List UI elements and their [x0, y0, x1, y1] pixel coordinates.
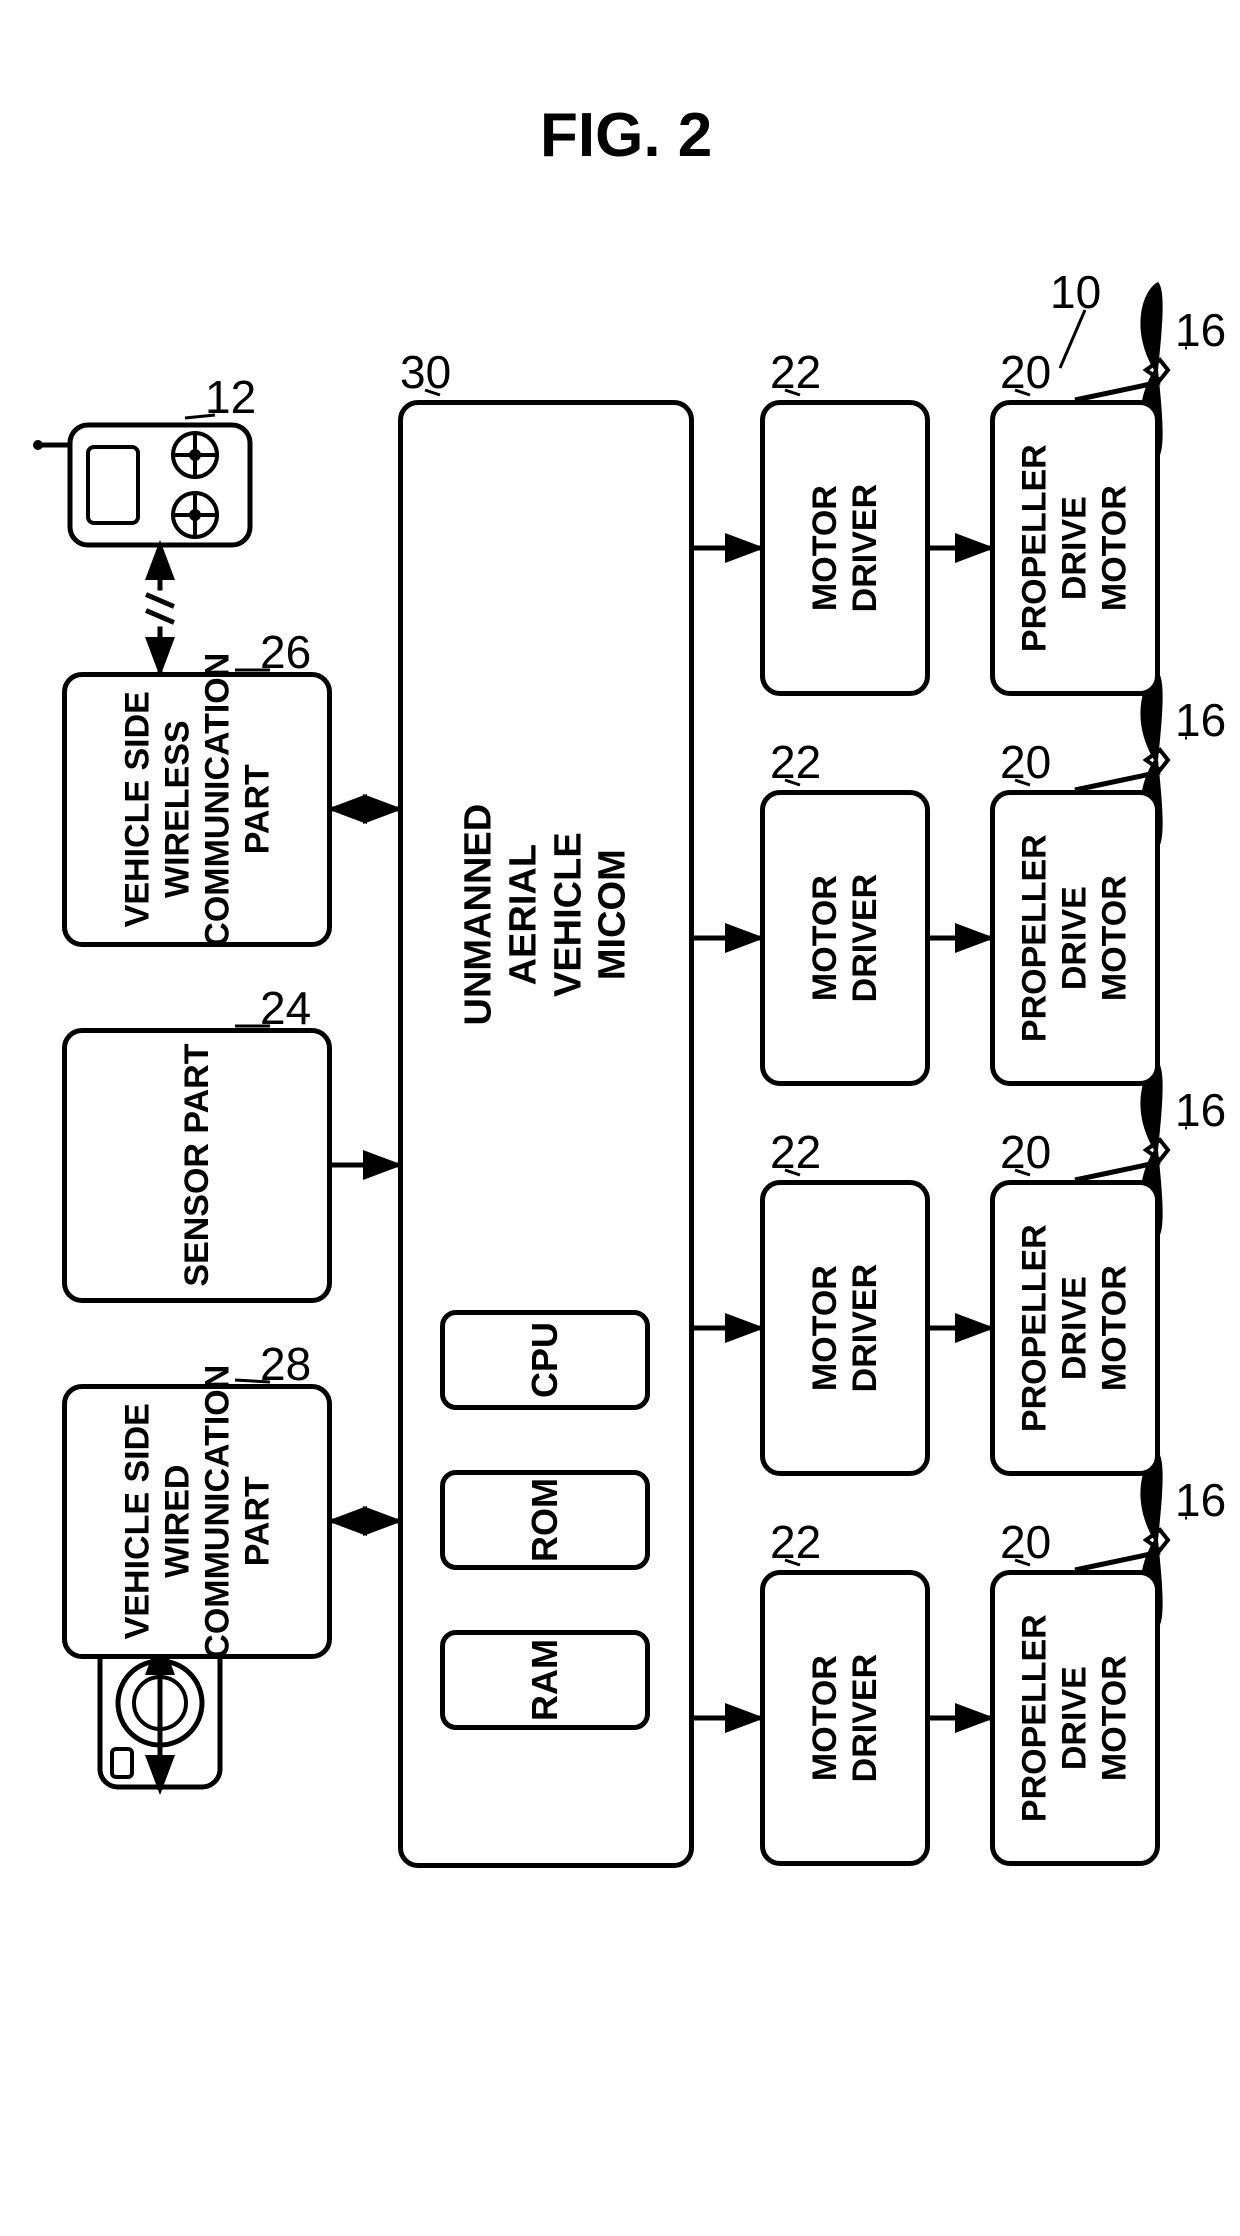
ref-motor-3: 20 — [1000, 1515, 1051, 1569]
micom-title: UNMANNED AERIAL VEHICLE MICOM — [456, 772, 635, 1058]
motor-driver-3: MOTOR DRIVER — [760, 1570, 930, 1866]
propeller-motor-1-label: PROPELLER DRIVE MOTOR — [1015, 834, 1135, 1042]
ref-driver-1: 22 — [770, 735, 821, 789]
propeller-motor-2: PROPELLER DRIVE MOTOR — [990, 1180, 1160, 1476]
figure-title: FIG. 2 — [540, 100, 712, 171]
rom-label: ROM — [524, 1478, 566, 1562]
motor-driver-2-label: MOTOR DRIVER — [805, 1248, 885, 1408]
propeller-motor-2-label: PROPELLER DRIVE MOTOR — [1015, 1224, 1135, 1432]
ref-driver-3: 22 — [770, 1515, 821, 1569]
ram-block: RAM — [440, 1630, 650, 1730]
ref-micom: 30 — [400, 345, 451, 399]
motor-driver-3-label: MOTOR DRIVER — [805, 1638, 885, 1798]
ram-label: RAM — [524, 1639, 566, 1721]
motor-driver-1: MOTOR DRIVER — [760, 790, 930, 1086]
ref-driver-2: 22 — [770, 1125, 821, 1179]
propeller-motor-3-label: PROPELLER DRIVE MOTOR — [1015, 1614, 1135, 1822]
ref-motor-0: 20 — [1000, 345, 1051, 399]
wired-comm-block: VEHICLE SIDE WIRED COMMUNICATION PART — [62, 1384, 332, 1659]
motor-driver-0-label: MOTOR DRIVER — [805, 468, 885, 628]
ref-sensor: 24 — [260, 981, 311, 1035]
cpu-label: CPU — [524, 1322, 566, 1398]
sensor-block: SENSOR PART — [62, 1028, 332, 1303]
propeller-motor-1: PROPELLER DRIVE MOTOR — [990, 790, 1160, 1086]
wireless-comm-block-label: VEHICLE SIDE WIRELESS COMMUNICATION PART — [117, 672, 277, 947]
motor-driver-0: MOTOR DRIVER — [760, 400, 930, 696]
sensor-block-label: SENSOR PART — [177, 1035, 217, 1295]
ref-system: 10 — [1050, 265, 1101, 319]
propeller-motor-0: PROPELLER DRIVE MOTOR — [990, 400, 1160, 696]
ref-propeller-0: 16 — [1175, 303, 1226, 357]
cpu-block: CPU — [440, 1310, 650, 1410]
ref-wireless: 26 — [260, 625, 311, 679]
propeller-motor-3: PROPELLER DRIVE MOTOR — [990, 1570, 1160, 1866]
ref-propeller-1: 16 — [1175, 693, 1226, 747]
ref-driver-0: 22 — [770, 345, 821, 399]
ref-wired: 28 — [260, 1337, 311, 1391]
wired-comm-block-label: VEHICLE SIDE WIRED COMMUNICATION PART — [117, 1384, 277, 1659]
rom-block: ROM — [440, 1470, 650, 1570]
motor-driver-2: MOTOR DRIVER — [760, 1180, 930, 1476]
propeller-motor-0-label: PROPELLER DRIVE MOTOR — [1015, 444, 1135, 652]
ref-propeller-3: 16 — [1175, 1473, 1226, 1527]
ref-motor-1: 20 — [1000, 735, 1051, 789]
motor-driver-1-label: MOTOR DRIVER — [805, 858, 885, 1018]
ref-motor-2: 20 — [1000, 1125, 1051, 1179]
ref-propeller-2: 16 — [1175, 1083, 1226, 1137]
wireless-comm-block: VEHICLE SIDE WIRELESS COMMUNICATION PART — [62, 672, 332, 947]
ref-remote: 12 — [205, 370, 256, 424]
